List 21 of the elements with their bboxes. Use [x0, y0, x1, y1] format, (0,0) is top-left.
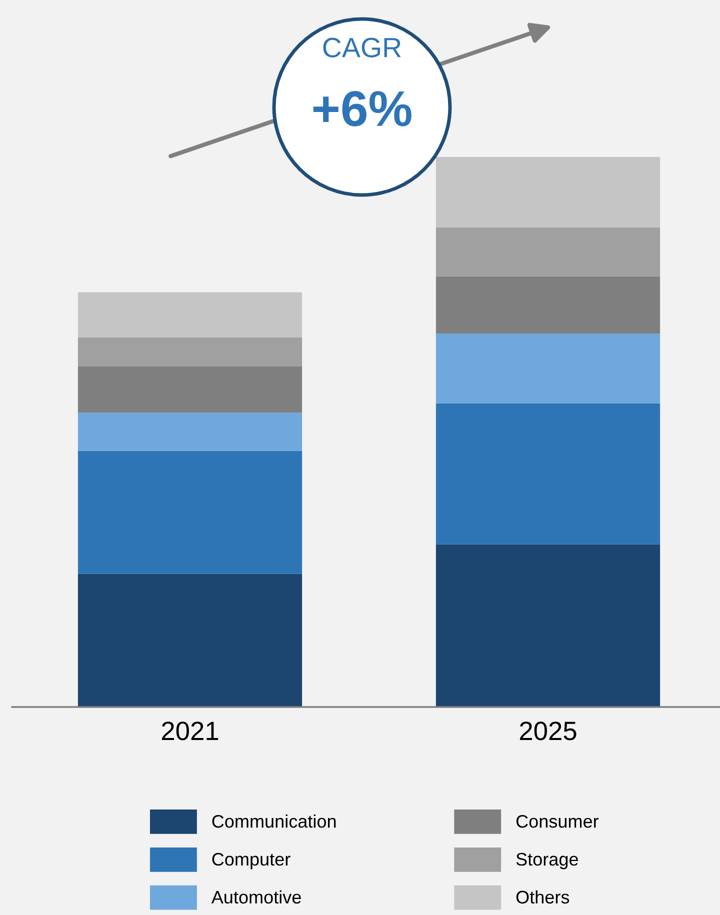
bar	[436, 403, 660, 544]
bar	[78, 450, 302, 574]
legend-label: Automotive	[211, 890, 301, 904]
legend-label: Communication	[212, 814, 336, 828]
x-tick-label: 2021	[162, 722, 218, 740]
text: +6%	[313, 91, 412, 126]
legend-label: Storage	[516, 852, 578, 870]
x-tick-label: 2025	[520, 722, 576, 740]
bar	[436, 334, 660, 404]
bar	[78, 574, 302, 707]
bar	[78, 292, 302, 338]
bar	[436, 227, 660, 276]
legend-label: Computer	[212, 852, 290, 870]
bar	[436, 276, 660, 334]
bar	[78, 366, 302, 413]
bar	[436, 544, 660, 707]
bar	[78, 412, 302, 451]
bar	[78, 337, 302, 367]
text: CAGR	[323, 38, 401, 58]
legend-label: Others	[516, 890, 570, 904]
legend-label: Consumer	[516, 814, 599, 828]
